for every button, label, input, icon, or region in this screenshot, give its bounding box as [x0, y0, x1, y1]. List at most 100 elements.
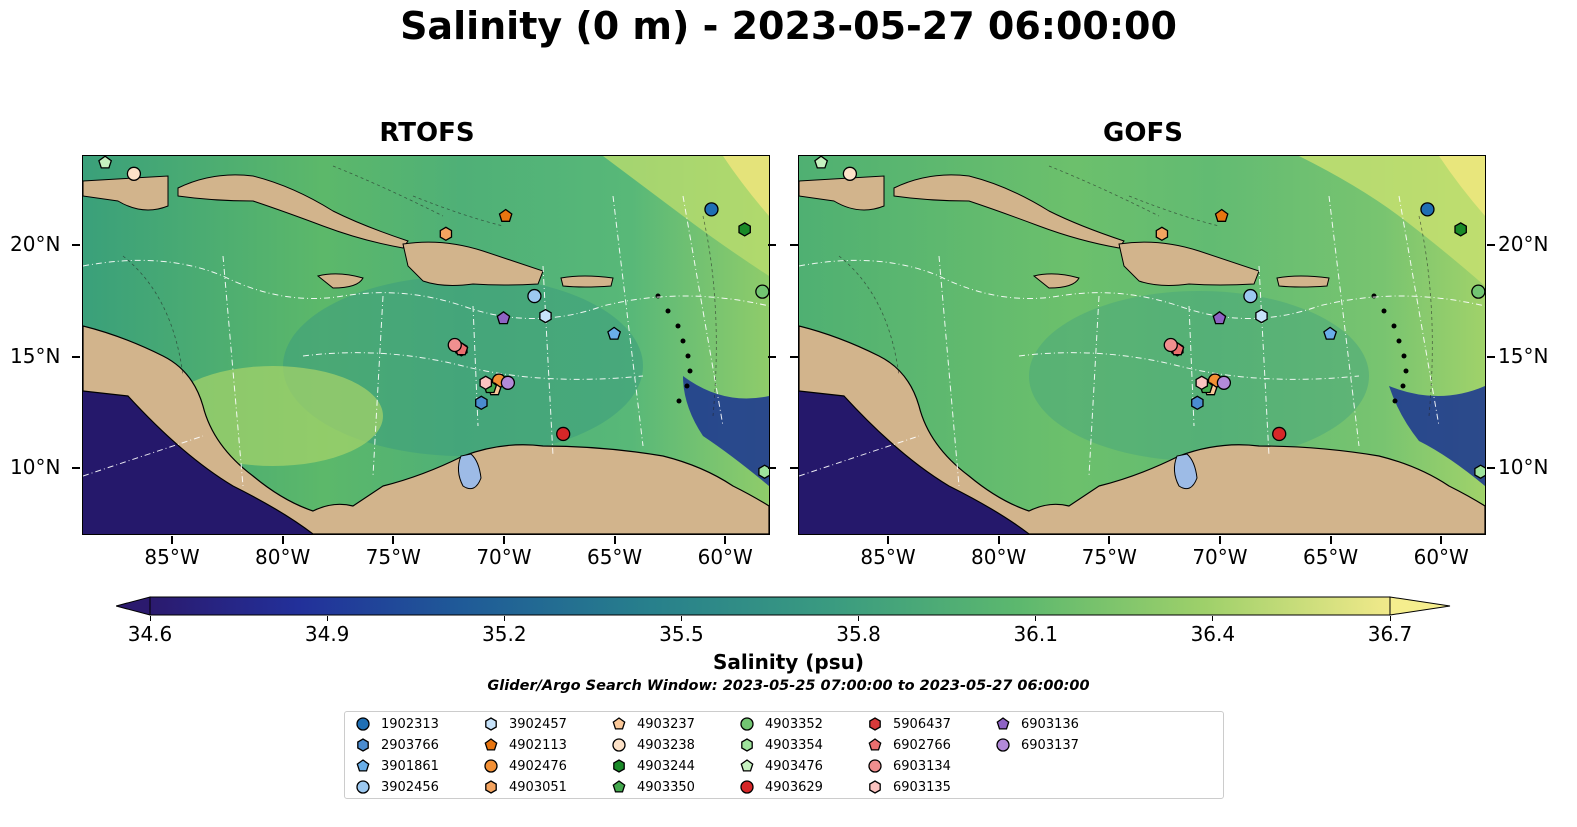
colorbar-tick-label: 36.4	[1190, 622, 1236, 646]
y-tick-mark	[768, 355, 776, 358]
x-tick-label: 70°W	[1192, 545, 1248, 569]
float-marker-3901861	[607, 326, 622, 340]
land-puerto-rico	[560, 275, 614, 288]
legend-marker-icon	[612, 780, 626, 793]
legend-marker-icon	[485, 717, 497, 731]
float-marker-4903051	[1155, 226, 1169, 242]
legend-label: 3902457	[509, 716, 567, 732]
float-marker-4902113	[498, 208, 513, 222]
colorbar-tick-label: 34.9	[304, 622, 350, 646]
legend-marker-icon	[740, 759, 754, 772]
x-tick-mark	[171, 536, 174, 544]
land-south-america-central	[83, 325, 769, 534]
x-tick-mark	[1108, 536, 1111, 544]
land-jamaica	[1032, 273, 1080, 289]
colorbar	[114, 596, 1452, 616]
legend-label: 6903136	[1021, 716, 1079, 732]
land-hispaniola	[1118, 241, 1260, 286]
float-marker-4903238	[126, 166, 142, 181]
legend-item: 4903476	[739, 756, 823, 776]
legend-marker-icon	[996, 738, 1010, 752]
x-tick-mark	[502, 536, 505, 544]
land-cuba	[893, 174, 1125, 249]
x-tick-mark	[724, 536, 727, 544]
float-marker-1902313	[704, 202, 719, 217]
x-tick-label: 75°W	[365, 545, 421, 569]
legend-label: 6902766	[893, 737, 951, 753]
x-tick-mark	[997, 536, 1000, 544]
float-legend: 1902313 2903766 3901861 3902456 3902457 49021…	[344, 711, 1224, 799]
float-marker-6903137	[1216, 375, 1232, 390]
legend-item: 6902766	[867, 735, 951, 755]
legend-marker-icon	[869, 717, 881, 731]
land-south-america-central	[799, 325, 1485, 534]
y-tick-mark	[790, 355, 798, 358]
float-marker-6903137	[500, 375, 516, 390]
colorbar-tick-label: 35.5	[659, 622, 704, 646]
legend-label: 4903051	[509, 779, 567, 795]
y-tick-label-left: 10°N	[10, 454, 61, 479]
float-marker-4903051	[439, 226, 453, 242]
y-tick-mark	[1487, 244, 1495, 247]
float-marker-6903136	[496, 310, 511, 325]
colorbar-tick-mark	[326, 616, 328, 621]
float-marker-3901861	[1323, 326, 1338, 340]
legend-marker-icon	[484, 759, 498, 773]
x-tick-label: 65°W	[586, 545, 643, 569]
legend-marker-icon	[740, 717, 754, 731]
legend-item: 1902313	[355, 714, 439, 734]
caribbean-mid-salinity	[1029, 291, 1369, 461]
x-tick-mark	[1329, 536, 1332, 544]
y-tick-mark	[790, 466, 798, 469]
lake-maracaibo	[1173, 453, 1198, 490]
legend-item: 2903766	[355, 735, 439, 755]
legend-label: 3901861	[381, 758, 439, 774]
x-tick-label: 75°W	[1081, 545, 1137, 569]
lesser-antilles	[655, 293, 693, 404]
y-tick-mark	[1487, 355, 1495, 358]
legend-marker-icon	[869, 780, 881, 794]
float-marker-6903134	[1163, 337, 1178, 353]
legend-item: 4903350	[611, 777, 695, 797]
legend-item: 4903354	[739, 735, 823, 755]
y-tick-label-left: 15°N	[10, 343, 61, 368]
float-marker-4902113	[1214, 208, 1229, 222]
legend-label: 5906437	[893, 716, 951, 732]
low-salinity-plume	[1389, 386, 1485, 486]
float-marker-4903476	[98, 156, 113, 169]
x-tick-label: 65°W	[1302, 545, 1359, 569]
legend-label: 4903354	[765, 737, 823, 753]
float-marker-4903629	[556, 426, 571, 442]
panel-title-rtofs: RTOFS	[379, 118, 475, 148]
y-tick-mark	[72, 355, 80, 358]
land-puerto-rico	[1276, 275, 1330, 288]
colorbar-tick-label: 35.8	[836, 622, 881, 646]
x-tick-label: 70°W	[476, 545, 532, 569]
x-tick-label: 85°W	[144, 545, 200, 569]
legend-label: 4903350	[637, 779, 695, 795]
legend-label: 4902113	[509, 737, 567, 753]
y-tick-mark	[72, 466, 80, 469]
y-tick-mark	[72, 244, 80, 247]
lake-maracaibo	[457, 453, 482, 490]
legend-item: 6903137	[995, 735, 1079, 755]
legend-item: 3901861	[355, 756, 439, 776]
legend-label: 4903238	[637, 737, 695, 753]
x-tick-mark	[281, 536, 284, 544]
legend-marker-icon	[996, 717, 1010, 730]
panel-title-gofs: GOFS	[1103, 118, 1183, 148]
map-canvas-rtofs	[83, 156, 769, 534]
legend-marker-icon	[356, 717, 370, 731]
legend-label: 6903137	[1021, 737, 1079, 753]
legend-item: 4902113	[483, 735, 567, 755]
y-tick-label-right: 20°N	[1498, 232, 1549, 257]
colorbar-tick-mark	[149, 616, 151, 621]
legend-marker-icon	[485, 780, 497, 794]
colorbar-tick-mark	[1035, 616, 1037, 621]
y-tick-mark	[768, 244, 776, 247]
float-marker-4903352	[1471, 284, 1485, 299]
float-marker-6903135	[1195, 375, 1209, 391]
legend-item: 4903244	[611, 756, 695, 776]
float-marker-6903136	[1212, 310, 1227, 325]
float-marker-1902313	[1420, 202, 1435, 217]
